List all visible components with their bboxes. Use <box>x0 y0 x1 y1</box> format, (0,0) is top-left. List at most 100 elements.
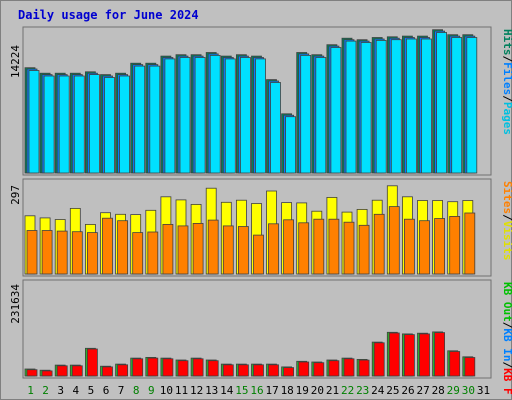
hits-bar-pages-day-1 <box>28 70 40 174</box>
kb-bar-kb-day-13 <box>207 360 219 377</box>
kb-legend-kb-in: KB In <box>501 328 512 361</box>
kb-bar-kb-day-10 <box>162 358 174 377</box>
hits-bar-pages-day-22 <box>345 40 357 174</box>
x-axis-labels: 1 2 3 4 5 6 7 8 9 10 11 12 13 14 15 16 17 18 19 20 21 22 23 24 2… <box>27 384 490 397</box>
x-label-day-7: 7 <box>118 384 125 397</box>
hits-bar-pages-day-28 <box>436 32 448 174</box>
hits-bar-pages-day-20 <box>315 57 327 174</box>
x-label-day-18: 18 <box>281 384 294 397</box>
visits-bar-sites-day-17 <box>268 223 279 275</box>
kb-legend-separator: / <box>501 322 512 329</box>
x-label-day-26: 26 <box>401 384 414 397</box>
visits-bar-sites-day-28 <box>434 218 446 275</box>
x-label-day-5: 5 <box>88 384 95 397</box>
hits-bar-pages-day-16 <box>255 58 266 174</box>
visits-bar-sites-day-7 <box>117 220 128 275</box>
x-label-day-20: 20 <box>311 384 324 397</box>
x-label-day-21: 21 <box>326 384 339 397</box>
kb-legend-kb-f: KB F <box>501 368 512 395</box>
kb-bar-kb-day-2 <box>41 370 53 377</box>
kb-bar-kb-day-6 <box>102 366 113 377</box>
kb-bar-kb-day-17 <box>268 364 279 377</box>
visits-bar-sites-day-2 <box>41 230 53 275</box>
visits-bar-sites-day-8 <box>132 232 144 275</box>
hits-bar-pages-day-3 <box>58 75 70 174</box>
kb-bar-kb-day-4 <box>71 365 83 377</box>
x-label-day-12: 12 <box>190 384 203 397</box>
hits-bar-pages-day-5 <box>89 74 100 174</box>
kb-bar-kb-day-1 <box>26 369 38 377</box>
visits-legend-visits: Visits <box>501 221 512 261</box>
x-label-day-16: 16 <box>250 384 263 397</box>
visits-bar-sites-day-18 <box>283 219 295 275</box>
x-label-day-13: 13 <box>205 384 218 397</box>
visits-bar-sites-day-13 <box>207 219 219 275</box>
visits-bar-sites-day-20 <box>313 218 325 275</box>
visits-bar-sites-day-6 <box>102 217 113 275</box>
x-label-day-29: 29 <box>447 384 460 397</box>
kb-bar-kb-day-27 <box>419 333 430 377</box>
visits-bar-sites-day-24 <box>373 213 385 275</box>
kb-bar-kb-day-8 <box>132 358 144 377</box>
hits-bar-pages-day-14 <box>224 58 236 174</box>
visits-bar-sites-day-30 <box>464 212 476 275</box>
hits-legend-separator: / <box>501 56 512 63</box>
visits-bar-sites-day-26 <box>403 218 415 275</box>
hits-bar-pages-day-8 <box>134 65 146 174</box>
x-label-day-6: 6 <box>103 384 110 397</box>
visits-bar-sites-day-21 <box>328 218 340 275</box>
kb-bar-kb-day-12 <box>192 358 204 377</box>
chart-bars <box>24 29 478 377</box>
kb-series-legend: KB Out/KB In/KB F <box>501 282 512 395</box>
visits-bar-sites-day-14 <box>222 225 234 275</box>
visits-bar-sites-day-3 <box>56 230 68 275</box>
hits-max-label: 14224 <box>9 45 22 78</box>
kb-bar-kb-day-21 <box>328 360 340 377</box>
hits-bar-pages-day-9 <box>149 65 161 174</box>
kb-bar-kb-day-7 <box>117 364 128 377</box>
hits-bar-pages-day-29 <box>451 37 463 174</box>
hits-bar-pages-day-6 <box>104 77 115 174</box>
x-label-day-24: 24 <box>371 384 385 397</box>
hits-bar-pages-day-25 <box>390 39 402 174</box>
x-label-day-19: 19 <box>296 384 309 397</box>
visits-bar-sites-day-29 <box>449 215 461 275</box>
hits-legend-files: Files <box>501 62 512 95</box>
x-label-day-10: 10 <box>160 384 173 397</box>
kb-bar-kb-day-29 <box>449 351 461 377</box>
kb-bar-kb-day-14 <box>222 364 234 377</box>
x-label-day-1: 1 <box>27 384 34 397</box>
kb-bar-kb-day-18 <box>283 367 295 377</box>
hits-bar-pages-day-23 <box>360 42 372 174</box>
visits-bar-sites-day-27 <box>419 220 430 275</box>
kb-legend-kb-out: KB Out <box>501 282 512 322</box>
hits-bar-pages-day-24 <box>375 40 387 174</box>
kb-bar-kb-day-30 <box>464 357 476 377</box>
kb-bar-kb-day-28 <box>434 332 446 377</box>
visits-bar-sites-day-11 <box>177 225 189 275</box>
visits-legend-sites: Sites <box>501 181 512 214</box>
x-label-day-8: 8 <box>133 384 140 397</box>
hits-bar-pages-day-26 <box>405 38 417 174</box>
visits-bar-sites-day-25 <box>388 206 400 275</box>
hits-bar-pages-day-15 <box>239 57 251 174</box>
kb-bar-kb-day-3 <box>56 365 68 377</box>
kb-bar-kb-day-9 <box>147 357 159 377</box>
kb-bar-kb-day-16 <box>253 364 264 377</box>
visits-bar-sites-day-9 <box>147 231 159 275</box>
kb-bar-kb-day-24 <box>373 342 385 377</box>
visits-bar-sites-day-10 <box>162 223 174 275</box>
x-label-day-3: 3 <box>57 384 64 397</box>
visits-bar-sites-day-15 <box>237 226 249 275</box>
visits-legend-separator: / <box>501 214 512 221</box>
hits-bar-pages-day-21 <box>330 47 342 174</box>
hits-bar-pages-day-4 <box>73 75 85 174</box>
chart-title: Daily usage for June 2024 <box>18 8 199 22</box>
kb-bar-kb-day-15 <box>237 364 249 377</box>
visits-bar-sites-day-19 <box>298 222 310 275</box>
hits-bar-pages-day-17 <box>270 82 281 174</box>
x-label-day-17: 17 <box>265 384 278 397</box>
x-label-day-25: 25 <box>386 384 399 397</box>
